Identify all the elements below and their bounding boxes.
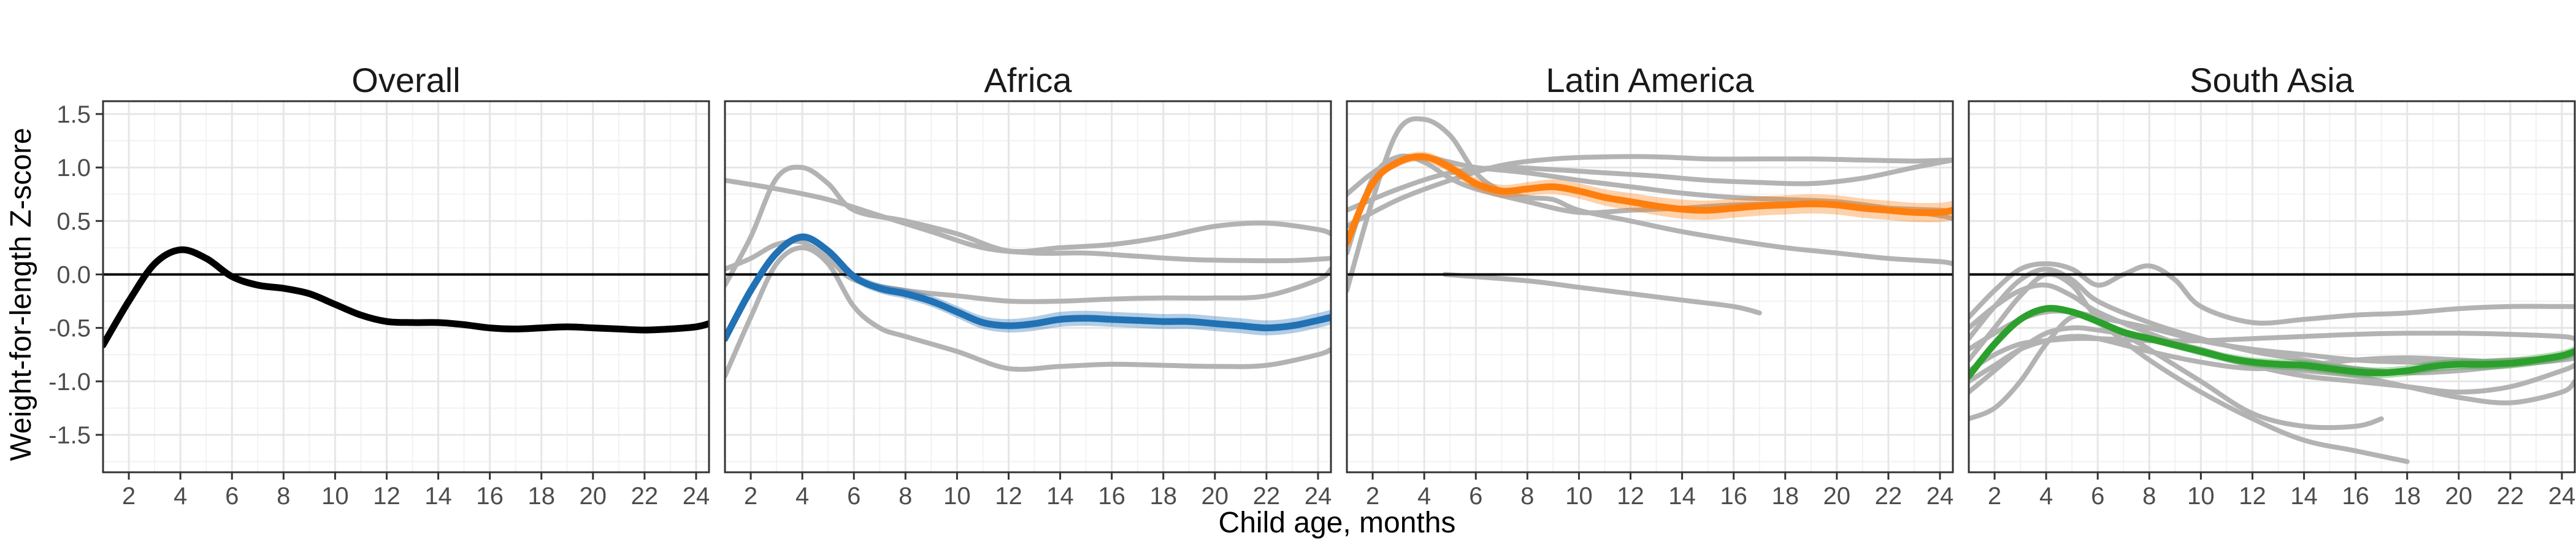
y-tick-label: -1.5 <box>48 422 91 449</box>
pooled-line <box>1969 305 2575 380</box>
x-tick-label: 20 <box>2445 483 2473 510</box>
x-tick-label: 22 <box>2497 483 2524 510</box>
x-tick-label: 8 <box>277 483 290 510</box>
cohort-line <box>1347 116 1953 293</box>
cohort-line <box>725 239 1331 304</box>
x-tick-label: 12 <box>995 483 1022 510</box>
x-tick-label: 22 <box>1875 483 1903 510</box>
y-tick-label: -1.0 <box>48 369 91 396</box>
cohort-line <box>1969 313 2410 464</box>
x-tick-label: 10 <box>321 483 349 510</box>
x-tick-label: 18 <box>2393 483 2421 510</box>
cohort-line <box>725 178 1331 264</box>
panel-background <box>1969 101 2575 472</box>
x-tick-label: 10 <box>1565 483 1593 510</box>
confidence-band <box>1347 151 1953 246</box>
x-tick-label: 22 <box>631 483 659 510</box>
panel-border <box>102 100 710 473</box>
x-tick-label: 20 <box>1823 483 1851 510</box>
x-tick-label: 6 <box>2091 483 2104 510</box>
x-tick-label: 24 <box>1926 483 1954 510</box>
x-tick-label: 16 <box>476 483 504 510</box>
cohort-line <box>725 164 1331 288</box>
x-tick-label: 8 <box>1520 483 1534 510</box>
x-tick-label: 18 <box>1771 483 1799 510</box>
x-tick-label: 14 <box>2290 483 2318 510</box>
panel-title: South Asia <box>2190 61 2355 99</box>
pooled-line <box>103 246 709 348</box>
x-tick-label: 16 <box>1098 483 1125 510</box>
x-tick-label: 24 <box>2548 483 2576 510</box>
plot-area <box>725 164 1331 379</box>
x-axis-title: Child age, months <box>1219 507 1456 539</box>
x-tick-label: 8 <box>899 483 912 510</box>
y-tick-label: 0.5 <box>56 208 91 235</box>
x-tick-label: 2 <box>744 483 757 510</box>
x-tick-label: 10 <box>2187 483 2215 510</box>
x-tick-label: 20 <box>1202 483 1229 510</box>
panel-title: Latin America <box>1546 61 1754 99</box>
confidence-band <box>725 233 1331 342</box>
panel-title: Overall <box>351 61 460 99</box>
x-tick-label: 2 <box>122 483 136 510</box>
plot-area <box>1969 261 2575 464</box>
plot-area <box>103 246 709 348</box>
panel-border <box>724 100 1332 473</box>
plot-area <box>1347 116 1953 316</box>
x-tick-label: 4 <box>795 483 809 510</box>
x-tick-label: 2 <box>1366 483 1379 510</box>
x-tick-label: 8 <box>2142 483 2156 510</box>
x-tick-label: 10 <box>943 483 971 510</box>
x-tick-label: 4 <box>2039 483 2053 510</box>
x-tick-label: 12 <box>2239 483 2266 510</box>
panel-title: Africa <box>984 61 1072 99</box>
x-tick-label: 2 <box>1988 483 2001 510</box>
x-tick-label: 12 <box>373 483 401 510</box>
x-tick-label: 4 <box>1417 483 1431 510</box>
x-tick-label: 18 <box>1149 483 1177 510</box>
y-tick-label: -0.5 <box>48 315 91 342</box>
cohort-line <box>1969 261 2575 326</box>
panel-background <box>103 101 709 472</box>
pooled-line <box>725 233 1331 342</box>
x-tick-label: 4 <box>174 483 187 510</box>
x-tick-label: 24 <box>1305 483 1332 510</box>
panel-border <box>1346 100 1954 473</box>
x-tick-label: 6 <box>225 483 239 510</box>
x-tick-label: 6 <box>1469 483 1482 510</box>
cohort-line <box>1442 272 1762 316</box>
cohort-line <box>725 245 1331 379</box>
x-tick-label: 14 <box>424 483 452 510</box>
x-tick-label: 20 <box>580 483 607 510</box>
x-tick-label: 24 <box>683 483 710 510</box>
y-tick-label: 1.0 <box>56 155 91 182</box>
y-axis-title: Weight-for-length Z-score <box>5 128 37 461</box>
y-tick-label: 1.5 <box>56 101 91 128</box>
y-tick-label: 0.0 <box>56 261 91 288</box>
x-tick-label: 14 <box>1046 483 1074 510</box>
cohort-line <box>1347 157 1953 213</box>
x-tick-label: 14 <box>1668 483 1696 510</box>
x-tick-label: 6 <box>847 483 861 510</box>
x-tick-label: 16 <box>1720 483 1747 510</box>
x-tick-label: 16 <box>2342 483 2369 510</box>
panel-background <box>725 101 1331 472</box>
x-tick-label: 22 <box>1253 483 1281 510</box>
panel-border <box>1968 100 2576 473</box>
x-tick-label: 18 <box>527 483 555 510</box>
x-tick-label: 12 <box>1617 483 1644 510</box>
pooled-line <box>1347 153 1953 246</box>
